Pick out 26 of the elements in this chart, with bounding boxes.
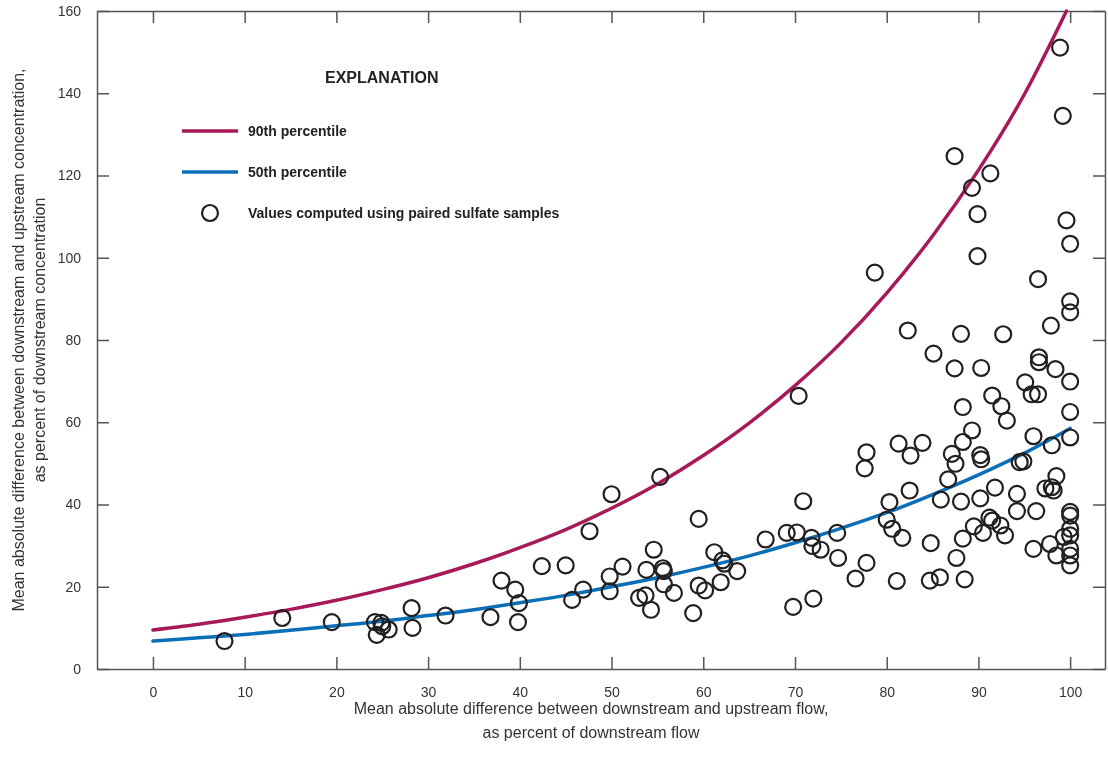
x-tick-label: 0 (149, 683, 158, 700)
y-tick-label: 120 (57, 167, 82, 184)
x-tick-label: 90 (971, 683, 987, 700)
x-tick-label: 100 (1058, 683, 1083, 700)
y-tick-label: 60 (65, 414, 82, 431)
legend-label: Values computed using paired sulfate samples (248, 205, 560, 221)
x-axis-title: Mean absolute difference between downstream and upstream flow, as percent of downstream flow (353, 700, 829, 741)
x-tick-label: 10 (237, 683, 254, 700)
y-tick-label: 140 (57, 85, 82, 102)
y-tick-label: 40 (65, 496, 82, 513)
y-tick-label: 80 (65, 331, 82, 348)
legend-label: 50th percentile (248, 164, 348, 180)
y-tick-label: 0 (73, 660, 82, 677)
legend-title: EXPLANATION (325, 69, 439, 86)
x-tick-label: 20 (329, 683, 345, 700)
y-tick-label: 160 (57, 2, 82, 19)
x-tick-label: 70 (787, 683, 804, 700)
x-tick-label: 40 (512, 683, 529, 700)
y-tick-label: 20 (65, 578, 82, 595)
x-tick-label: 30 (420, 683, 437, 700)
legend-label: 90th percentile (248, 123, 348, 139)
y-tick-label: 100 (57, 249, 82, 266)
x-tick-label: 50 (604, 683, 621, 700)
y-axis-title: Mean absolute difference between downstream and upstream concentration, as percent of downstream concentration (10, 68, 48, 612)
x-tick-label: 80 (879, 683, 896, 700)
x-tick-label: 60 (695, 683, 712, 700)
